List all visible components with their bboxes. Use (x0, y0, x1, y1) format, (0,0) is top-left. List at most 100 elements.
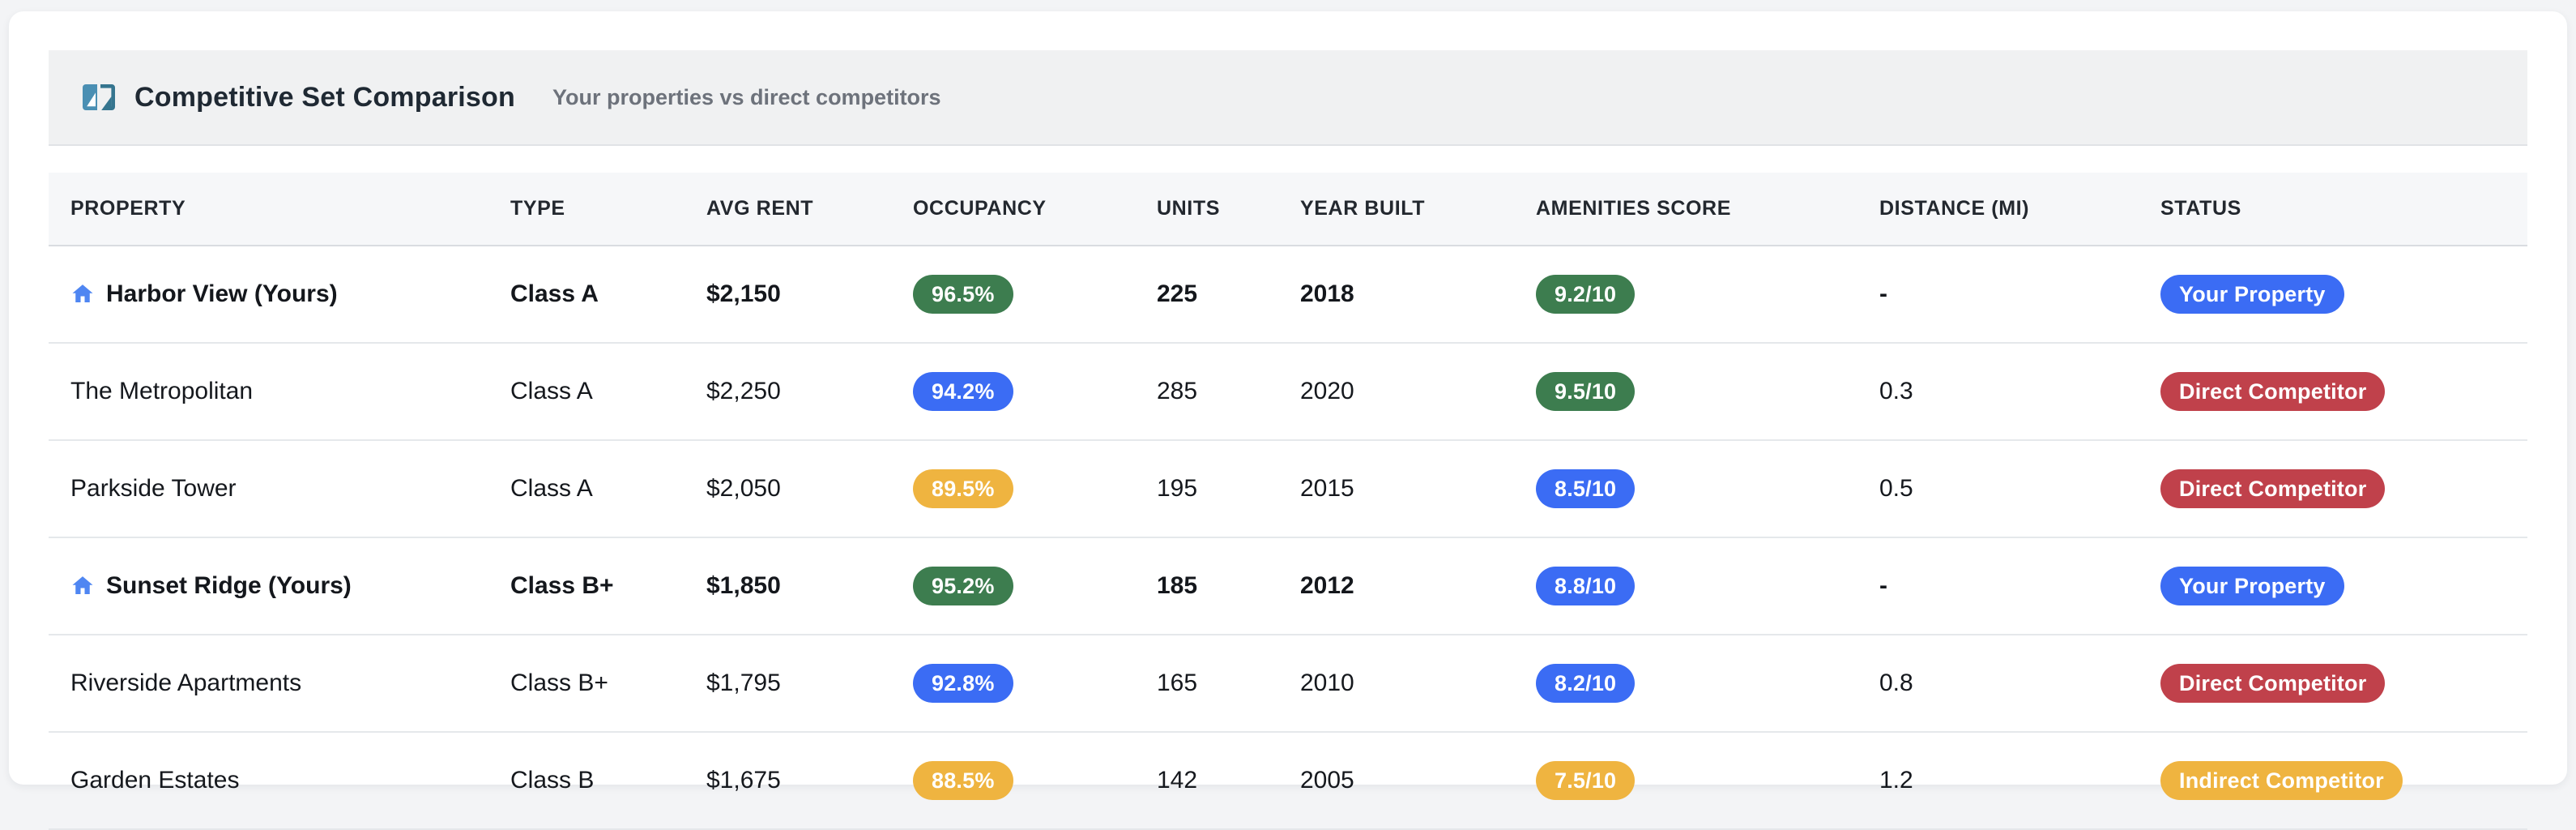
property-cell: Parkside Tower (49, 440, 488, 538)
occupancy-cell: 94.2% (891, 343, 1135, 441)
type-cell: Class A (488, 246, 685, 344)
house-icon (72, 285, 93, 302)
property-name: Sunset Ridge (Yours) (106, 572, 352, 599)
units-cell: 195 (1135, 440, 1278, 538)
table-row: Harbor View (Yours) Class A $2,150 96.5% 225… (49, 246, 2527, 344)
distance-cell: 1.2 (1857, 732, 2139, 830)
type-cell: Class B (488, 732, 685, 830)
avg-rent-cell: $2,250 (685, 343, 891, 441)
status-badge: Indirect Competitor (2160, 761, 2403, 800)
occupancy-badge: 94.2% (913, 372, 1013, 411)
comparison-card: Competitive Set Comparison Your properti… (9, 11, 2567, 830)
column-header-amenities-score: AMENITIES SCORE (1514, 173, 1857, 246)
amenities-score-badge: 7.5/10 (1536, 761, 1636, 800)
amenities-score-badge: 8.2/10 (1536, 664, 1636, 703)
occupancy-cell: 89.5% (891, 440, 1135, 538)
occupancy-badge: 95.2% (913, 567, 1013, 605)
units-cell: 225 (1135, 246, 1278, 344)
property-name: Garden Estates (70, 767, 240, 794)
amenities-cell: 8.2/10 (1514, 635, 1857, 733)
type-cell: Class A (488, 343, 685, 441)
table-header-row: PROPERTY TYPE AVG RENT OCCUPANCY UNITS YEAR B… (49, 173, 2527, 246)
property-cell: Sunset Ridge (Yours) (49, 537, 488, 635)
property-cell: Riverside Apartments (49, 635, 488, 733)
amenities-score-badge: 8.8/10 (1536, 567, 1636, 605)
units-cell: 142 (1135, 732, 1278, 830)
avg-rent-cell: $1,850 (685, 537, 891, 635)
table-row: Garden Estates Class B $1,675 88.5% 142 2005 7… (49, 732, 2527, 830)
table-row: Parkside Tower Class A $2,050 89.5% 195 2015 8… (49, 440, 2527, 538)
occupancy-cell: 96.5% (891, 246, 1135, 344)
status-cell: Your Property (2139, 246, 2527, 344)
property-name: Parkside Tower (70, 475, 237, 502)
year-built-cell: 2015 (1278, 440, 1514, 538)
year-built-cell: 2010 (1278, 635, 1514, 733)
occupancy-cell: 92.8% (891, 635, 1135, 733)
property-name: Riverside Apartments (70, 670, 302, 696)
status-badge: Direct Competitor (2160, 372, 2386, 411)
property-name: Harbor View (Yours) (106, 280, 338, 307)
avg-rent-cell: $2,150 (685, 246, 891, 344)
column-header-status: STATUS (2139, 173, 2527, 246)
status-cell: Your Property (2139, 537, 2527, 635)
amenities-score-badge: 9.2/10 (1536, 275, 1636, 314)
amenities-cell: 9.5/10 (1514, 343, 1857, 441)
column-header-year-built: YEAR BUILT (1278, 173, 1514, 246)
amenities-cell: 7.5/10 (1514, 732, 1857, 830)
table-row: The Metropolitan Class A $2,250 94.2% 285 202… (49, 343, 2527, 441)
status-badge: Your Property (2160, 567, 2344, 605)
units-cell: 185 (1135, 537, 1278, 635)
amenities-cell: 8.8/10 (1514, 537, 1857, 635)
avg-rent-cell: $2,050 (685, 440, 891, 538)
amenities-cell: 9.2/10 (1514, 246, 1857, 344)
year-built-cell: 2018 (1278, 246, 1514, 344)
type-cell: Class B+ (488, 537, 685, 635)
status-cell: Indirect Competitor (2139, 732, 2527, 830)
distance-cell: - (1857, 246, 2139, 344)
column-header-avg-rent: AVG RENT (685, 173, 891, 246)
property-name: The Metropolitan (70, 378, 254, 404)
amenities-score-badge: 9.5/10 (1536, 372, 1636, 411)
occupancy-badge: 92.8% (913, 664, 1013, 703)
amenities-cell: 8.5/10 (1514, 440, 1857, 538)
column-header-occupancy: OCCUPANCY (891, 173, 1135, 246)
distance-cell: 0.3 (1857, 343, 2139, 441)
table-row: Riverside Apartments Class B+ $1,795 92.8% 1… (49, 635, 2527, 733)
status-badge: Direct Competitor (2160, 469, 2386, 508)
distance-cell: 0.5 (1857, 440, 2139, 538)
avg-rent-cell: $1,795 (685, 635, 891, 733)
house-icon (72, 576, 93, 594)
column-header-type: TYPE (488, 173, 685, 246)
compare-icon (83, 84, 115, 110)
year-built-cell: 2020 (1278, 343, 1514, 441)
occupancy-badge: 89.5% (913, 469, 1013, 508)
occupancy-cell: 95.2% (891, 537, 1135, 635)
property-cell: The Metropolitan (49, 343, 488, 441)
avg-rent-cell: $1,675 (685, 732, 891, 830)
occupancy-badge: 96.5% (913, 275, 1013, 314)
comparison-table: PROPERTY TYPE AVG RENT OCCUPANCY UNITS YEAR B… (49, 173, 2527, 830)
status-cell: Direct Competitor (2139, 635, 2527, 733)
amenities-score-badge: 8.5/10 (1536, 469, 1636, 508)
occupancy-badge: 88.5% (913, 761, 1013, 800)
property-cell: Harbor View (Yours) (49, 246, 488, 344)
year-built-cell: 2005 (1278, 732, 1514, 830)
status-cell: Direct Competitor (2139, 440, 2527, 538)
type-cell: Class A (488, 440, 685, 538)
table-row: Sunset Ridge (Yours) Class B+ $1,850 95.2% 1… (49, 537, 2527, 635)
status-badge: Direct Competitor (2160, 664, 2386, 703)
table-header: PROPERTY TYPE AVG RENT OCCUPANCY UNITS YEAR B… (49, 173, 2527, 246)
distance-cell: - (1857, 537, 2139, 635)
distance-cell: 0.8 (1857, 635, 2139, 733)
property-cell: Garden Estates (49, 732, 488, 830)
status-cell: Direct Competitor (2139, 343, 2527, 441)
column-header-property: PROPERTY (49, 173, 488, 246)
units-cell: 285 (1135, 343, 1278, 441)
page-subtitle: Your properties vs direct competitors (552, 84, 941, 109)
column-header-units: UNITS (1135, 173, 1278, 246)
page-title: Competitive Set Comparison (134, 81, 515, 113)
units-cell: 165 (1135, 635, 1278, 733)
card-header: Competitive Set Comparison Your properti… (49, 50, 2527, 146)
type-cell: Class B+ (488, 635, 685, 733)
status-badge: Your Property (2160, 275, 2344, 314)
